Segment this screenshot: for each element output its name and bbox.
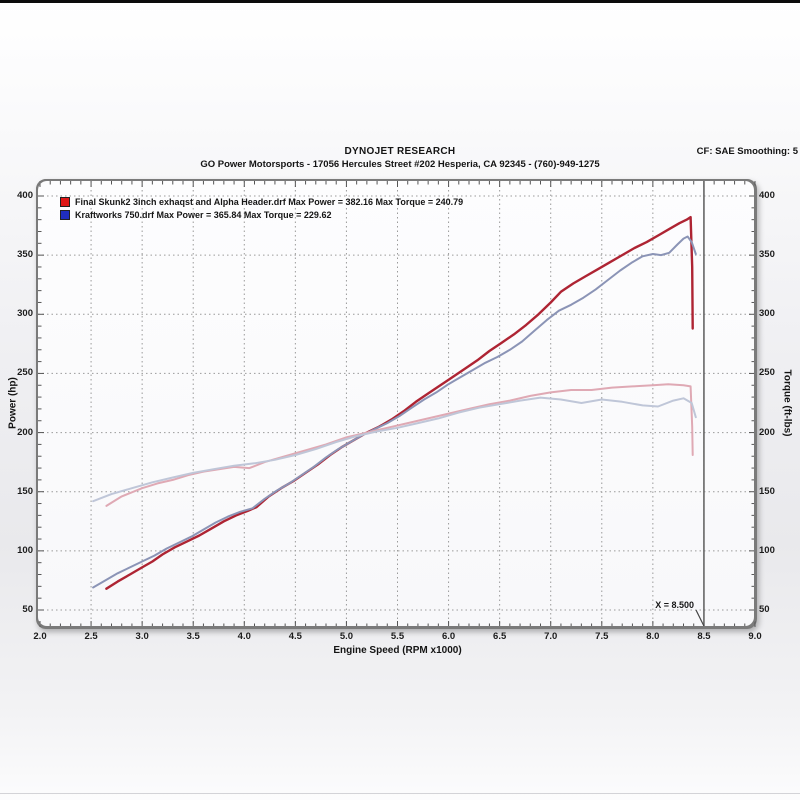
y-left-tick-label: 400: [17, 190, 33, 201]
y-right-tick-label: 350: [759, 249, 775, 261]
y-left-tick-label: 300: [17, 308, 33, 320]
legend-label-run2: Kraftworks 750.drf Max Power = 365.84 Ma…: [75, 209, 332, 220]
x-axis-title: Engine Speed (RPM x1000): [333, 645, 462, 656]
top-black-bar: [0, 0, 800, 3]
series-torque-kraftworks-750: [92, 396, 697, 503]
x-tick-label: 6.5: [493, 631, 507, 642]
legend-swatch-red: [60, 196, 70, 207]
x-tick-label: 3.5: [186, 631, 200, 642]
y-right-tick-label: 150: [759, 485, 775, 497]
y-right-tick-label: 300: [759, 308, 775, 320]
plot-border: [36, 179, 756, 628]
x-tick-label: 8.0: [646, 631, 660, 642]
y-right-tick-label: 50: [759, 604, 770, 615]
y-left-tick-label: 350: [17, 249, 33, 261]
legend-label-run1: Final Skunk2 3inch exhaqst and Alpha Hea…: [75, 196, 464, 207]
x-tick-label: 9.0: [748, 631, 762, 642]
bottom-edge-line: [0, 793, 800, 794]
y-left-tick-label: 200: [17, 426, 33, 438]
left-axis-title: Power (hp): [7, 377, 19, 429]
x-tick-label: 7.5: [595, 631, 609, 642]
y-left-tick-label: 150: [17, 485, 33, 497]
y-right-tick-label: 400: [759, 190, 775, 201]
x-tick-label: 3.0: [135, 631, 149, 642]
y-right-tick-label: 250: [759, 367, 775, 379]
x-tick-label: 7.0: [544, 631, 558, 642]
x-tick-label: 2.0: [33, 631, 47, 642]
y-left-tick-label: 50: [22, 604, 33, 615]
legend-row-run2: Kraftworks 750.drf Max Power = 365.84 Ma…: [60, 208, 463, 221]
x-tick-label: 5.0: [339, 631, 354, 642]
series-power-final-skunk2: [105, 215, 694, 590]
x-tick-label: 5.5: [390, 631, 405, 642]
x-tick-label: 2.5: [84, 631, 98, 642]
x-tick-label: 4.0: [237, 631, 251, 642]
x-tick-label: 6.0: [441, 631, 456, 642]
report-title: DYNOJET RESEARCH: [344, 146, 456, 157]
shop-address: GO Power Motorsports - 17056 Hercules St…: [200, 159, 600, 170]
correction-smoothing-label: CF: SAE Smoothing: 5: [696, 146, 798, 157]
y-right-tick-label: 100: [759, 544, 775, 556]
legend: Final Skunk2 3inch exhaqst and Alpha Hea…: [60, 195, 463, 221]
x-tick-label: 4.5: [288, 631, 302, 642]
y-left-tick-label: 250: [17, 367, 33, 379]
y-left-tick-label: 100: [17, 544, 33, 556]
cursor-pointer-line: [695, 609, 705, 627]
legend-row-run1: Final Skunk2 3inch exhaqst and Alpha Hea…: [60, 195, 463, 208]
series-torque-final-skunk2: [105, 383, 694, 507]
cursor-readout[interactable]: X = 8.500: [655, 600, 694, 610]
legend-swatch-blue: [60, 209, 70, 220]
series-power-kraftworks-750: [92, 235, 697, 589]
x-tick-label: 8.5: [697, 631, 711, 642]
y-right-tick-label: 200: [759, 426, 775, 438]
